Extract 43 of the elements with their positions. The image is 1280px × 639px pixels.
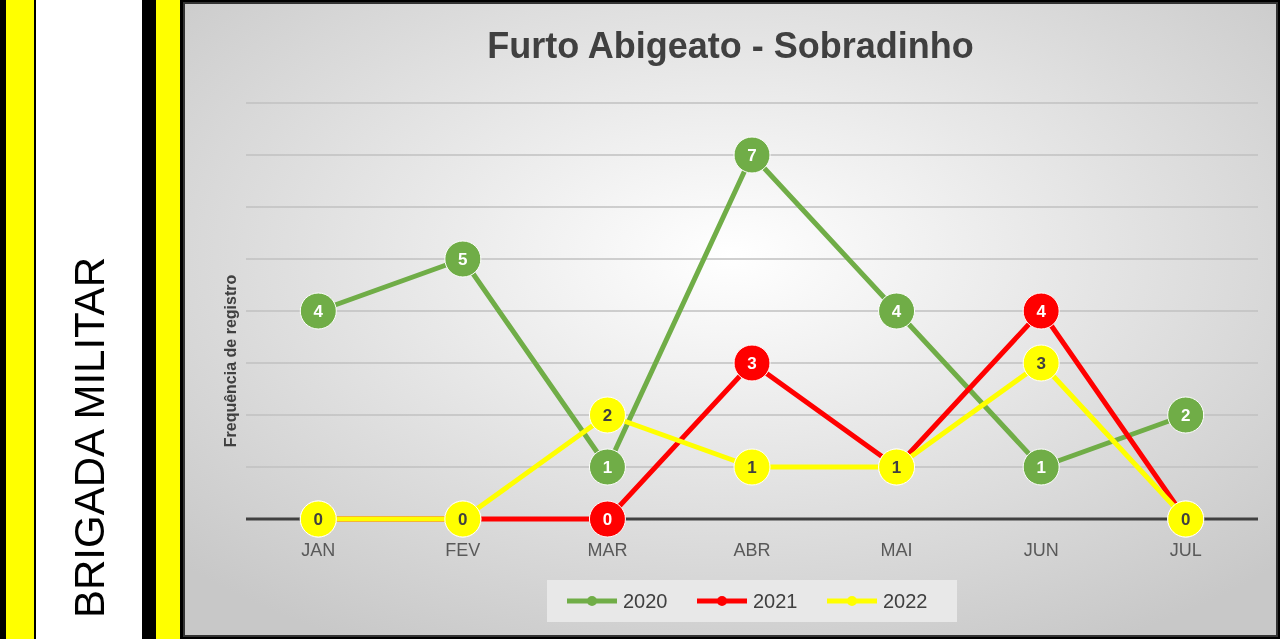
point (733, 136, 771, 174)
point (878, 292, 916, 330)
data-label: 5 (458, 250, 468, 269)
point (1022, 448, 1060, 486)
data-label: 1 (747, 458, 757, 477)
data-label: 3 (747, 354, 757, 373)
x-tick-label: JUN (1023, 540, 1059, 560)
y-axis-title: Frequência de registro (222, 274, 239, 448)
data-label: 1 (891, 458, 902, 477)
point (733, 344, 771, 382)
x-tick-label: JAN (301, 540, 336, 560)
point (588, 448, 626, 486)
point (299, 292, 337, 330)
point (444, 240, 482, 278)
x-tick-label: FEV (445, 540, 481, 560)
text: BRIGADA MILITAR (66, 257, 113, 618)
point (1022, 344, 1060, 382)
legend-label: 2020 (623, 590, 668, 612)
x-tick-label: JUL (1169, 540, 1202, 560)
data-label: 2 (602, 406, 613, 425)
x-tick-label: MAI (880, 540, 913, 560)
data-label: 1 (602, 458, 613, 477)
point (1167, 396, 1205, 434)
data-label: 0 (1180, 510, 1191, 529)
data-label: 2 (1180, 406, 1191, 425)
point (733, 448, 771, 486)
data-label: 7 (747, 146, 757, 165)
x-tick-label: ABR (733, 540, 771, 560)
legend-label: 2021 (753, 590, 798, 612)
chart-title: Furto Abigeato - Sobradinho (487, 25, 974, 66)
data-label: 4 (1036, 302, 1047, 321)
data-label: 0 (458, 510, 468, 529)
data-label: 0 (313, 510, 324, 529)
data-label: 4 (313, 302, 324, 321)
legend-label: 2022 (883, 590, 928, 612)
point (1022, 292, 1060, 330)
point (588, 500, 626, 538)
data-label: 3 (1036, 354, 1046, 373)
point (588, 396, 626, 434)
data-label: 1 (1036, 458, 1046, 477)
data-label: 4 (891, 302, 902, 321)
data-label: 0 (602, 510, 613, 529)
x-tick-label: MAR (587, 540, 628, 560)
